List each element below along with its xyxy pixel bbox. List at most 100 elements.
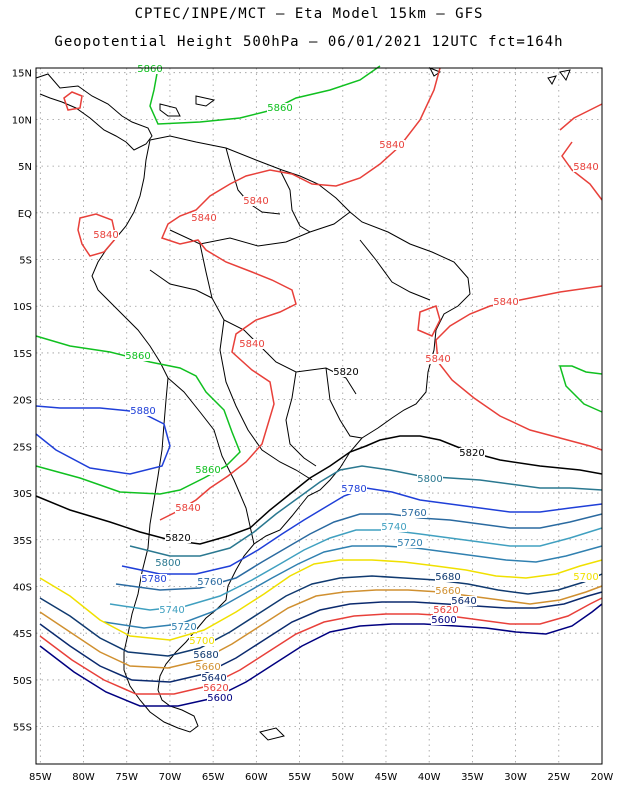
contour-label-bg bbox=[493, 297, 519, 307]
contour-label-bg bbox=[573, 162, 599, 172]
contour-label-bg bbox=[137, 64, 163, 74]
contour-label-text: 5640 bbox=[451, 596, 476, 607]
contour-label-bg bbox=[243, 196, 269, 206]
contour-label-text: 5600 bbox=[207, 693, 232, 704]
contour-label-bg bbox=[341, 484, 367, 494]
contour-label-text: 5840 bbox=[573, 162, 598, 173]
contour-label-text: 5840 bbox=[425, 354, 450, 365]
lon-tick-label: 45W bbox=[375, 772, 398, 783]
contour-label: 5700 bbox=[573, 572, 599, 583]
contour-label: 5840 bbox=[175, 503, 201, 514]
contour-label-bg bbox=[431, 615, 457, 625]
lon-tick-label: 60W bbox=[245, 772, 268, 783]
contour-label-bg bbox=[189, 636, 215, 646]
contour-5860-east bbox=[558, 365, 603, 413]
contour-label-text: 5840 bbox=[493, 297, 518, 308]
contour-label-bg bbox=[425, 354, 451, 364]
lat-tick-label: 40S bbox=[13, 582, 32, 593]
contour-5840-north bbox=[159, 67, 441, 521]
contour-label: 5860 bbox=[137, 64, 163, 75]
contour-label: 5620 bbox=[433, 605, 459, 616]
lat-tick-label: 25S bbox=[13, 442, 32, 453]
contour-label-text: 5780 bbox=[341, 484, 366, 495]
contour-label: 5780 bbox=[341, 484, 367, 495]
contour-label-text: 5700 bbox=[189, 636, 214, 647]
lat-tick-label: 50S bbox=[13, 676, 32, 687]
contour-label-bg bbox=[417, 474, 443, 484]
contour-5840-ne bbox=[559, 103, 603, 201]
contour-5600 bbox=[39, 603, 603, 707]
contour-label-text: 5620 bbox=[203, 683, 228, 694]
contour-label-text: 5880 bbox=[130, 406, 155, 417]
contour-label: 5760 bbox=[401, 508, 427, 519]
contour-5840-nw bbox=[77, 213, 117, 257]
contour-label-text: 5820 bbox=[165, 533, 190, 544]
contour-label: 5840 bbox=[425, 354, 451, 365]
lat-tick-label: 15S bbox=[13, 349, 32, 360]
lat-tick-label: 5N bbox=[18, 162, 32, 173]
contour-label-text: 5820 bbox=[333, 367, 358, 378]
lon-tick-label: 20W bbox=[591, 772, 614, 783]
contour-label-text: 5840 bbox=[379, 140, 404, 151]
map-title: CPTEC/INPE/MCT – Eta Model 15km – GFS bbox=[134, 6, 484, 22]
contour-label: 5700 bbox=[189, 636, 215, 647]
contour-5860-north bbox=[149, 65, 381, 125]
coastline bbox=[35, 67, 571, 741]
lon-tick-label: 85W bbox=[29, 772, 52, 783]
contour-label-bg bbox=[435, 586, 461, 596]
contour-labels: 5860 5860 5840 5840 5840 5840 5840 5840 5840 5840… bbox=[93, 64, 599, 704]
contour-label-text: 5720 bbox=[397, 538, 422, 549]
contour-label-bg bbox=[435, 572, 461, 582]
contour-label-text: 5740 bbox=[159, 605, 184, 616]
contour-label-bg bbox=[201, 673, 227, 683]
lon-tick-label: 80W bbox=[72, 772, 95, 783]
contour-label-text: 5660 bbox=[195, 662, 220, 673]
lon-tick-label: 30W bbox=[504, 772, 527, 783]
lat-tick-label: 5S bbox=[19, 256, 32, 267]
contour-label-bg bbox=[267, 103, 293, 113]
contour-label-text: 5840 bbox=[93, 230, 118, 241]
contour-label: 5840 bbox=[573, 162, 599, 173]
contour-label: 5840 bbox=[243, 196, 269, 207]
contour-label: 5860 bbox=[195, 465, 221, 476]
map-subtitle: Geopotential Height 500hPa – 06/01/2021 … bbox=[54, 34, 564, 50]
contour-label-bg bbox=[93, 230, 119, 240]
contour-label-text: 5860 bbox=[137, 64, 162, 75]
contour-label-text: 5800 bbox=[417, 474, 442, 485]
contour-5840-island bbox=[417, 305, 441, 337]
contour-label-text: 5720 bbox=[171, 622, 196, 633]
contour-label-text: 5740 bbox=[381, 522, 406, 533]
contour-label: 5820 bbox=[459, 448, 485, 459]
contour-5760 bbox=[115, 513, 603, 591]
contour-label-bg bbox=[401, 508, 427, 518]
contour-label-bg bbox=[195, 465, 221, 475]
contour-label-bg bbox=[333, 367, 359, 377]
contour-label-bg bbox=[165, 533, 191, 543]
contour-label: 5840 bbox=[191, 213, 217, 224]
contour-label-bg bbox=[125, 351, 151, 361]
lat-tick-label: 45S bbox=[13, 629, 32, 640]
contour-label: 5820 bbox=[333, 367, 359, 378]
contour-label: 5820 bbox=[165, 533, 191, 544]
contour-label-text: 5800 bbox=[155, 558, 180, 569]
lat-tick-label: EQ bbox=[18, 209, 32, 220]
contour-label: 5640 bbox=[451, 596, 477, 607]
contour-label-bg bbox=[197, 577, 223, 587]
lon-tick-label: 50W bbox=[331, 772, 354, 783]
contour-label: 5660 bbox=[195, 662, 221, 673]
contour-label-text: 5860 bbox=[125, 351, 150, 362]
contour-label: 5760 bbox=[197, 577, 223, 588]
contour-5880 bbox=[35, 405, 171, 475]
contour-label-bg bbox=[193, 650, 219, 660]
contour-label-bg bbox=[155, 558, 181, 568]
contour-label: 5640 bbox=[201, 673, 227, 684]
contour-label: 5660 bbox=[435, 586, 461, 597]
lat-tick-label: 15N bbox=[12, 69, 32, 80]
contour-label-text: 5760 bbox=[197, 577, 222, 588]
contour-label-text: 5840 bbox=[191, 213, 216, 224]
contour-label-bg bbox=[171, 622, 197, 632]
lat-tick-label: 35S bbox=[13, 536, 32, 547]
contour-label-bg bbox=[451, 596, 477, 606]
lat-lon-grid bbox=[36, 68, 603, 764]
